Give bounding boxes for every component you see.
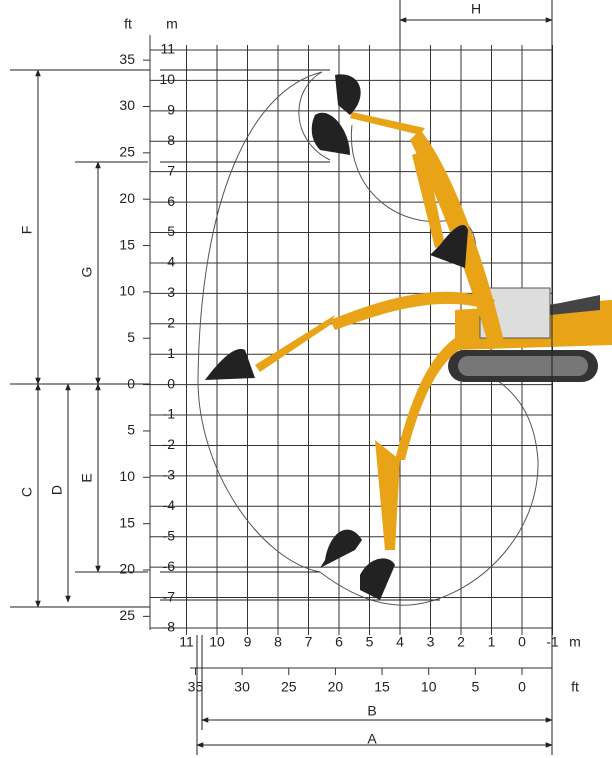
dimension-lines [10,0,553,755]
m-tick-label: -1 [163,406,176,422]
m-tick-label: -5 [163,527,176,543]
m-tick-label: 10 [159,71,175,87]
m-tick-label: 5 [366,634,374,650]
ft-tick-label: 25 [281,679,297,695]
m-tick-label: 6 [335,634,343,650]
ft-tick-label: 5 [127,422,135,438]
m-tick-label: 7 [167,162,175,178]
ft-tick-label: 25 [119,607,135,623]
m-tick-label: 9 [244,634,252,650]
ft-tick-label: 0 [127,375,135,391]
ft-tick-label: 0 [518,679,526,695]
ft-tick-label: 10 [119,468,135,484]
m-tick-label: 4 [167,254,175,270]
m-tick-label: 3 [167,284,175,300]
dimension-label: H [471,1,481,17]
excavator [205,74,612,600]
m-tick-label: -4 [163,497,176,513]
m-tick-label: -8 [163,619,176,635]
ft-tick-label: 15 [119,514,135,530]
m-tick-label: 2 [457,634,465,650]
ft-tick-label: 15 [119,236,135,252]
m-tick-label: 11 [160,41,175,57]
m-tick-label: 11 [179,634,194,650]
dimension-label: B [367,703,376,719]
m-tick-label: 8 [274,634,282,650]
m-tick-label: -3 [163,467,176,483]
dimension-label: D [49,485,65,495]
ft-tick-label: 10 [421,679,437,695]
m-tick-label: 4 [396,634,404,650]
ft-tick-label: 20 [119,561,135,577]
dimension-label: G [79,267,95,278]
curl-arc [298,71,331,161]
m-tick-label: 0 [167,375,175,391]
m-tick-label: 6 [167,193,175,209]
reach-envelope [197,71,539,606]
ft-tick-label: 5 [127,329,135,345]
m-tick-label: 0 [518,634,526,650]
m-tick-label: 5 [167,223,175,239]
ft-tick-label: 15 [374,679,390,695]
unit-label: m [569,634,581,650]
m-tick-label: -1 [546,634,559,650]
unit-label: ft [571,679,579,695]
m-tick-label: 1 [488,634,496,650]
ft-tick-label: 20 [328,679,344,695]
m-tick-label: 2 [167,314,175,330]
m-tick-label: 8 [167,132,175,148]
ft-tick-label: 5 [471,679,479,695]
ft-tick-label: 35 [119,51,135,67]
m-tick-label: 10 [209,634,225,650]
unit-label: ft [124,16,132,32]
m-tick-label: 3 [427,634,435,650]
dimension-label: F [19,226,35,235]
m-tick-label: -6 [163,558,176,574]
m-tick-label: 7 [305,634,313,650]
m-tick-label: 1 [167,345,175,361]
ft-tick-label: 25 [119,144,135,160]
dimension-label: A [367,731,377,747]
ft-tick-label: 35 [188,679,204,695]
m-tick-label: -2 [163,436,176,452]
ft-tick-label: 20 [119,190,135,206]
dimension-label: E [79,473,95,482]
unit-label: m [166,16,178,32]
m-tick-label: -7 [163,588,176,604]
m-tick-label: 9 [167,102,175,118]
ft-tick-label: 10 [119,283,135,299]
dimension-label: C [19,487,35,497]
ft-tick-label: 30 [119,97,135,113]
ft-tick-label: 30 [234,679,250,695]
